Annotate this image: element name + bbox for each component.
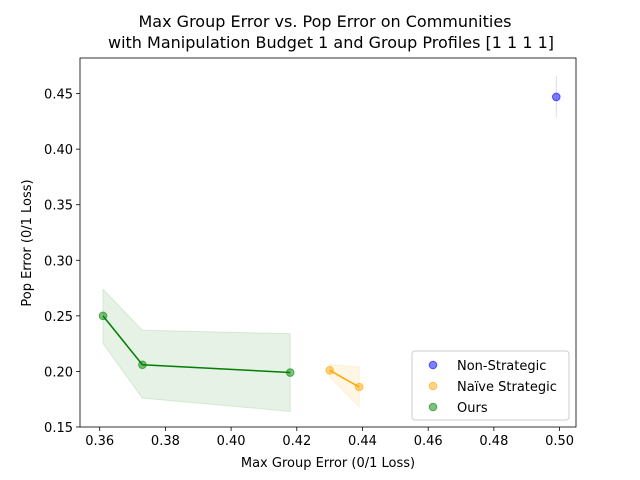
legend-marker <box>428 402 438 412</box>
y-axis-label: Pop Error (0/1 Loss) <box>20 179 35 306</box>
data-point <box>285 368 295 377</box>
legend-label: Naïve Strategic <box>457 380 557 395</box>
x-tick-label: 0.48 <box>479 434 508 449</box>
y-tick-label: 0.30 <box>44 254 73 269</box>
x-tick-label: 0.40 <box>217 434 246 449</box>
x-tick-label: 0.46 <box>414 434 443 449</box>
chart-title-line-1: Max Group Error vs. Pop Error on Communi… <box>139 12 512 31</box>
x-tick-label: 0.36 <box>85 434 114 449</box>
x-tick-label: 0.44 <box>348 434 377 449</box>
data-point <box>98 311 108 321</box>
confidence-band <box>329 364 360 409</box>
legend-marker <box>428 360 438 370</box>
y-tick-label: 0.25 <box>44 310 73 325</box>
x-axis-label: Max Group Error (0/1 Loss) <box>241 456 415 471</box>
chart-title-line-2: with Manipulation Budget 1 and Group Pro… <box>108 33 554 52</box>
x-tick-label: 0.50 <box>545 434 574 449</box>
legend-marker <box>428 381 438 391</box>
y-tick-label: 0.40 <box>44 143 73 158</box>
y-tick-label: 0.35 <box>44 199 73 214</box>
legend-label: Non-Strategic <box>457 359 546 374</box>
legend: Non-Strategic Naïve Strategic Ours <box>411 350 570 421</box>
y-tick-label: 0.15 <box>44 421 73 436</box>
plot-area-frame <box>79 57 577 428</box>
y-tick-label: 0.45 <box>44 88 73 103</box>
confidence-band <box>102 287 291 412</box>
series-line <box>329 369 360 388</box>
x-axis-ticks: 0.36 0.38 0.40 0.42 0.44 0.46 0.48 0.50 <box>85 427 574 449</box>
data-point <box>325 366 334 375</box>
y-axis-ticks: 0.15 0.20 0.25 0.30 0.35 0.40 0.45 <box>44 88 80 436</box>
data-point <box>138 360 147 370</box>
data-points <box>98 92 561 392</box>
y-tick-label: 0.20 <box>44 365 73 380</box>
confidence-bands <box>102 287 360 412</box>
x-tick-label: 0.38 <box>151 434 180 449</box>
data-point <box>551 92 561 102</box>
legend-label: Ours <box>457 401 488 416</box>
legend-frame <box>411 350 570 421</box>
x-tick-label: 0.42 <box>282 434 311 449</box>
data-point <box>354 382 364 392</box>
